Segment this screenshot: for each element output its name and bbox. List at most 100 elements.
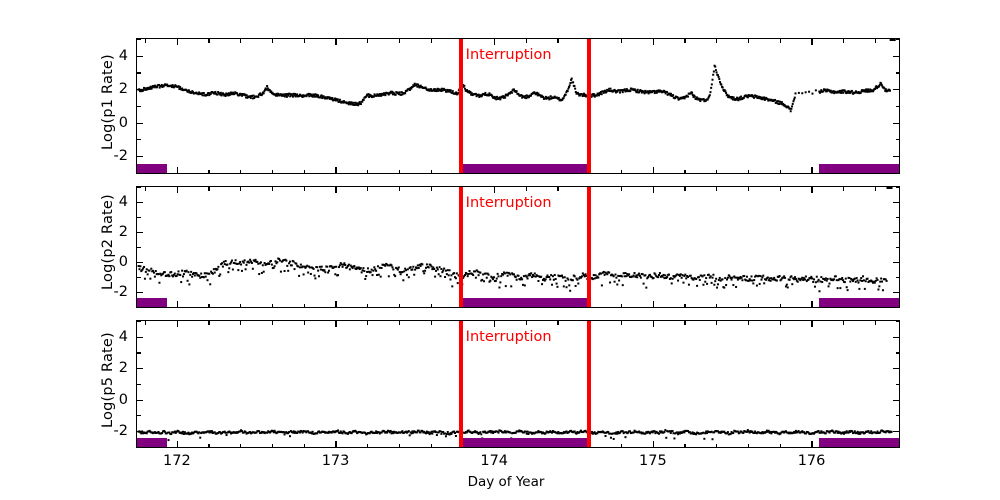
x-tick-minor-top	[144, 39, 147, 43]
y-tick-minor	[137, 383, 141, 385]
x-tick-major-top	[335, 39, 337, 45]
coverage-bar	[137, 164, 168, 173]
x-tick-minor	[716, 443, 718, 447]
y-tick-major-right	[893, 201, 899, 204]
x-tick-minor	[240, 443, 242, 447]
x-tick-minor-top	[747, 321, 750, 325]
y-tick-minor-right	[895, 105, 899, 107]
x-tick-minor-top	[874, 187, 876, 191]
y-tick-major-right	[893, 122, 899, 124]
x-tick-minor	[271, 443, 274, 447]
x-tick-minor-top	[303, 187, 305, 191]
x-tick-minor-top	[208, 39, 210, 43]
y-tick-label: 2	[118, 224, 128, 241]
x-tick-minor-top	[779, 39, 781, 43]
x-tick-major-top	[176, 321, 178, 327]
y-tick-major-right	[893, 368, 899, 370]
x-tick-major	[811, 167, 813, 173]
x-tick-minor-top	[430, 39, 432, 43]
x-tick-minor	[716, 169, 718, 173]
x-tick-minor-top	[303, 39, 305, 43]
y-tick-major	[137, 291, 143, 293]
x-tick-major	[811, 301, 813, 307]
x-tick-minor	[398, 443, 400, 447]
x-tick-minor-top	[747, 187, 750, 191]
x-tick-minor-top	[716, 187, 718, 191]
y-tick-major-right	[893, 155, 899, 158]
x-tick-major-top	[335, 187, 337, 193]
panel-p5: Interruption	[136, 320, 900, 448]
panel-p2: Interruption	[136, 186, 900, 308]
x-tick-major-top	[652, 39, 654, 45]
y-tick-label: 4	[118, 47, 128, 64]
y-tick-minor	[137, 276, 141, 278]
plot-area-p5: Interruption	[137, 321, 899, 447]
y-tick-major-right	[893, 261, 899, 263]
coverage-bar	[819, 438, 899, 447]
x-tick-major-top	[494, 187, 496, 193]
x-tick-minor-top	[684, 39, 686, 43]
x-tick-minor	[779, 443, 781, 447]
y-tick-major	[137, 261, 143, 263]
x-tick-minor-top	[208, 187, 210, 191]
x-tick-minor-top	[430, 321, 432, 325]
x-tick-minor-top	[271, 321, 274, 325]
x-tick-minor	[303, 443, 305, 447]
y-tick-label: -2	[113, 283, 128, 300]
interruption-line	[458, 39, 463, 173]
x-tick-minor-top	[398, 321, 400, 325]
x-tick-minor-top	[240, 39, 242, 43]
x-tick-minor	[779, 169, 781, 173]
x-tick-minor-top	[525, 187, 527, 191]
x-tick-major	[335, 301, 337, 307]
panel-p1: Interruption	[136, 38, 900, 174]
y-tick-minor-right	[895, 246, 899, 248]
x-tick-minor	[779, 303, 781, 307]
x-tick-minor	[684, 169, 686, 173]
x-tick-minor-top	[430, 187, 432, 191]
y-tick-minor-right	[895, 383, 899, 385]
plot-area-p1: Interruption	[137, 39, 899, 173]
x-tick-major	[652, 301, 654, 307]
interruption-label: Interruption	[465, 47, 552, 63]
x-tick-label: 176	[797, 453, 826, 469]
x-tick-minor-top	[208, 321, 210, 325]
x-tick-minor	[367, 169, 369, 173]
x-tick-minor-top	[462, 187, 464, 191]
x-tick-minor-top	[747, 39, 750, 43]
x-tick-minor-top	[398, 39, 400, 43]
x-tick-label: 173	[321, 453, 350, 469]
x-tick-minor-top	[716, 39, 718, 43]
x-tick-major-top	[811, 187, 813, 193]
x-tick-minor	[271, 303, 274, 307]
x-tick-minor	[684, 303, 686, 307]
x-tick-major-top	[811, 321, 813, 327]
x-tick-label: 172	[163, 453, 191, 469]
x-tick-minor-top	[367, 321, 369, 325]
y-tick-minor-right	[895, 216, 899, 219]
y-tick-label: -2	[113, 148, 128, 165]
x-tick-minor-top	[462, 39, 464, 43]
y-tick-major-right	[893, 291, 899, 293]
x-tick-minor-top	[843, 39, 845, 43]
x-tick-minor	[240, 303, 242, 307]
x-tick-minor	[271, 169, 274, 173]
y-tick-minor	[137, 352, 141, 354]
y-tick-major-right	[893, 430, 899, 433]
x-tick-minor-top	[557, 187, 559, 191]
x-tick-label: 174	[480, 453, 509, 469]
y-tick-label: 4	[118, 328, 128, 345]
x-tick-minor-top	[684, 321, 686, 325]
interruption-line	[458, 187, 463, 307]
y-tick-major	[137, 336, 143, 338]
x-tick-minor-top	[874, 321, 876, 325]
y-tick-minor-right	[895, 321, 899, 323]
x-tick-minor	[303, 303, 305, 307]
y-tick-label: 2	[118, 360, 128, 377]
y-tick-label: 0	[118, 114, 128, 131]
x-tick-minor	[430, 303, 432, 307]
y-axis-label-p1: Log(p1 Rate)	[100, 54, 116, 150]
y-tick-label: 0	[118, 253, 128, 270]
x-tick-minor	[684, 443, 686, 447]
interruption-line	[587, 187, 592, 307]
